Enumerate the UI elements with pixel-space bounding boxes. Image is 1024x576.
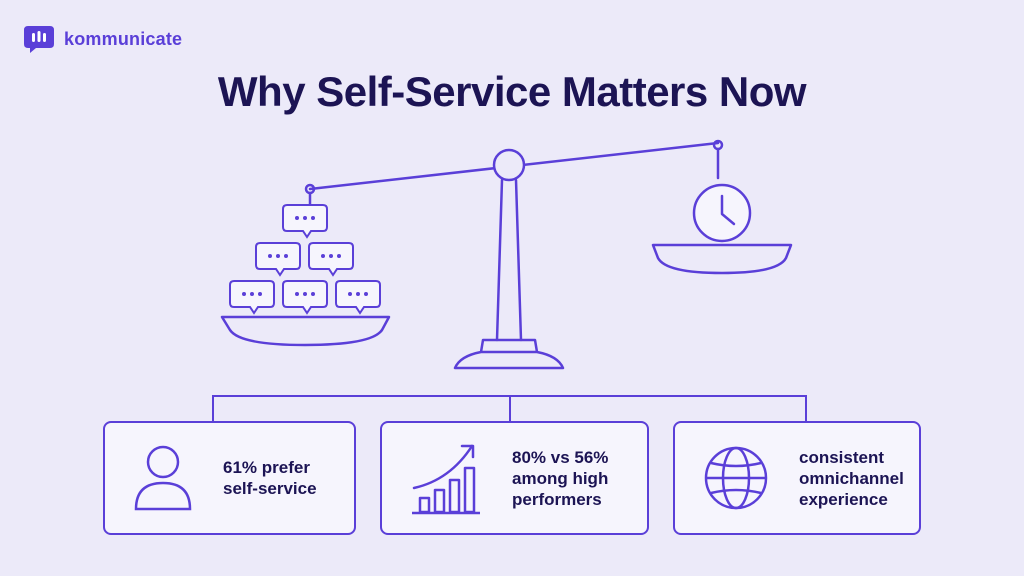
scale-pivot: [492, 148, 526, 182]
stat-card-label: 80% vs 56% among high performers: [512, 447, 608, 510]
growth-chart-icon: [412, 444, 480, 515]
stat-card-high-performers: 80% vs 56% among high performers: [380, 421, 649, 535]
scale-base: [453, 338, 565, 370]
globe-icon: [704, 446, 768, 510]
stat-line: experience: [799, 489, 888, 509]
scale-pillar: [495, 178, 523, 342]
stat-line: self-service: [223, 479, 317, 498]
stat-line: omnichannel: [799, 468, 904, 488]
clock-icon: [692, 183, 752, 243]
chat-bubble-icon: [255, 242, 301, 276]
brand-name: kommunicate: [64, 28, 183, 49]
stat-card-label: consistent omnichannel experience: [799, 447, 904, 510]
page-title: Why Self-Service Matters Now: [217, 68, 807, 115]
user-icon: [134, 445, 192, 511]
chat-bubble-icon: [229, 280, 275, 314]
stat-card-self-service: 61% prefer self-service: [103, 421, 356, 535]
chat-bubble-icon: [282, 280, 328, 314]
stat-line: performers: [512, 489, 602, 509]
chat-bubble-stack: [229, 204, 381, 314]
stat-line: 61% prefer: [223, 458, 310, 477]
stat-line: 80% vs 56%: [512, 447, 609, 467]
chat-bubble-icon: [335, 280, 381, 314]
chat-logo-icon: [24, 26, 54, 53]
stat-card-label: 61% prefer self-service: [223, 457, 317, 499]
left-pan: [220, 315, 391, 347]
stat-line: among high: [512, 468, 609, 488]
brand-logo: kommunicate: [22, 24, 182, 54]
chat-bubble-icon: [308, 242, 354, 276]
stat-card-omnichannel: consistent omnichannel experience: [673, 421, 921, 535]
card-connector: [212, 395, 807, 421]
right-pan: [651, 243, 793, 275]
stat-line: consistent: [799, 447, 885, 467]
chat-bubble-icon: [282, 204, 328, 238]
